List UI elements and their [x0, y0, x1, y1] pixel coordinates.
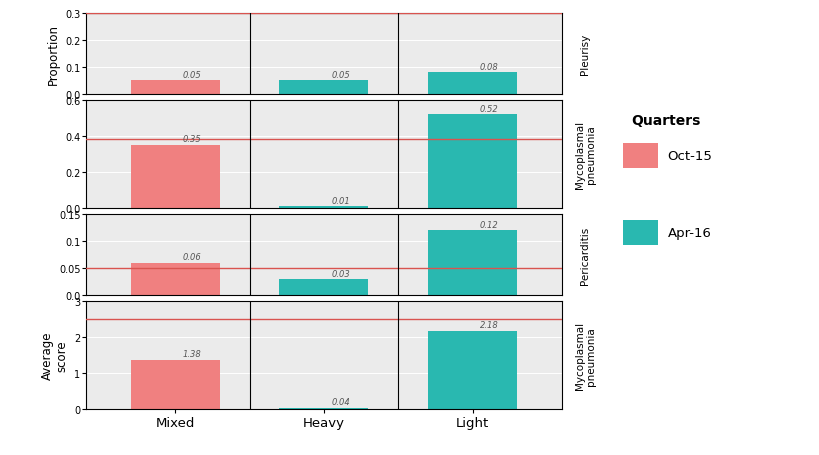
Text: 0.03: 0.03	[331, 269, 350, 278]
Text: Quarters: Quarters	[631, 113, 700, 127]
Text: Pleurisy: Pleurisy	[580, 34, 590, 75]
Text: 0.08: 0.08	[479, 63, 498, 72]
Bar	[279, 279, 368, 296]
Bar	[428, 115, 517, 209]
Text: Oct-15: Oct-15	[667, 149, 712, 162]
Text: 0.52: 0.52	[479, 104, 498, 113]
Text: 0.12: 0.12	[479, 221, 498, 229]
Bar	[130, 263, 219, 296]
Bar	[130, 146, 219, 209]
Text: 0.01: 0.01	[331, 196, 350, 205]
Bar	[428, 331, 517, 410]
Text: Apr-16: Apr-16	[667, 227, 711, 240]
Bar	[279, 81, 368, 95]
Bar	[428, 231, 517, 296]
Text: 0.06: 0.06	[183, 253, 201, 262]
Text: Pericarditis: Pericarditis	[580, 226, 590, 284]
Bar	[130, 360, 219, 410]
Text: 0.05: 0.05	[183, 71, 201, 80]
Bar	[279, 408, 368, 410]
Text: Mycoplasmal
pneumonia: Mycoplasmal pneumonia	[574, 121, 595, 189]
Y-axis label: Proportion: Proportion	[47, 24, 60, 85]
Y-axis label: Average
score: Average score	[41, 331, 69, 379]
Text: 0.04: 0.04	[331, 398, 350, 406]
Text: Mycoplasmal
pneumonia: Mycoplasmal pneumonia	[574, 321, 595, 389]
Bar	[130, 81, 219, 95]
Text: 2.18: 2.18	[479, 320, 498, 329]
Text: 0.35: 0.35	[183, 135, 201, 144]
Bar	[279, 207, 368, 209]
Text: 0.05: 0.05	[331, 71, 350, 80]
Text: 1.38: 1.38	[183, 349, 201, 358]
Bar	[428, 73, 517, 95]
